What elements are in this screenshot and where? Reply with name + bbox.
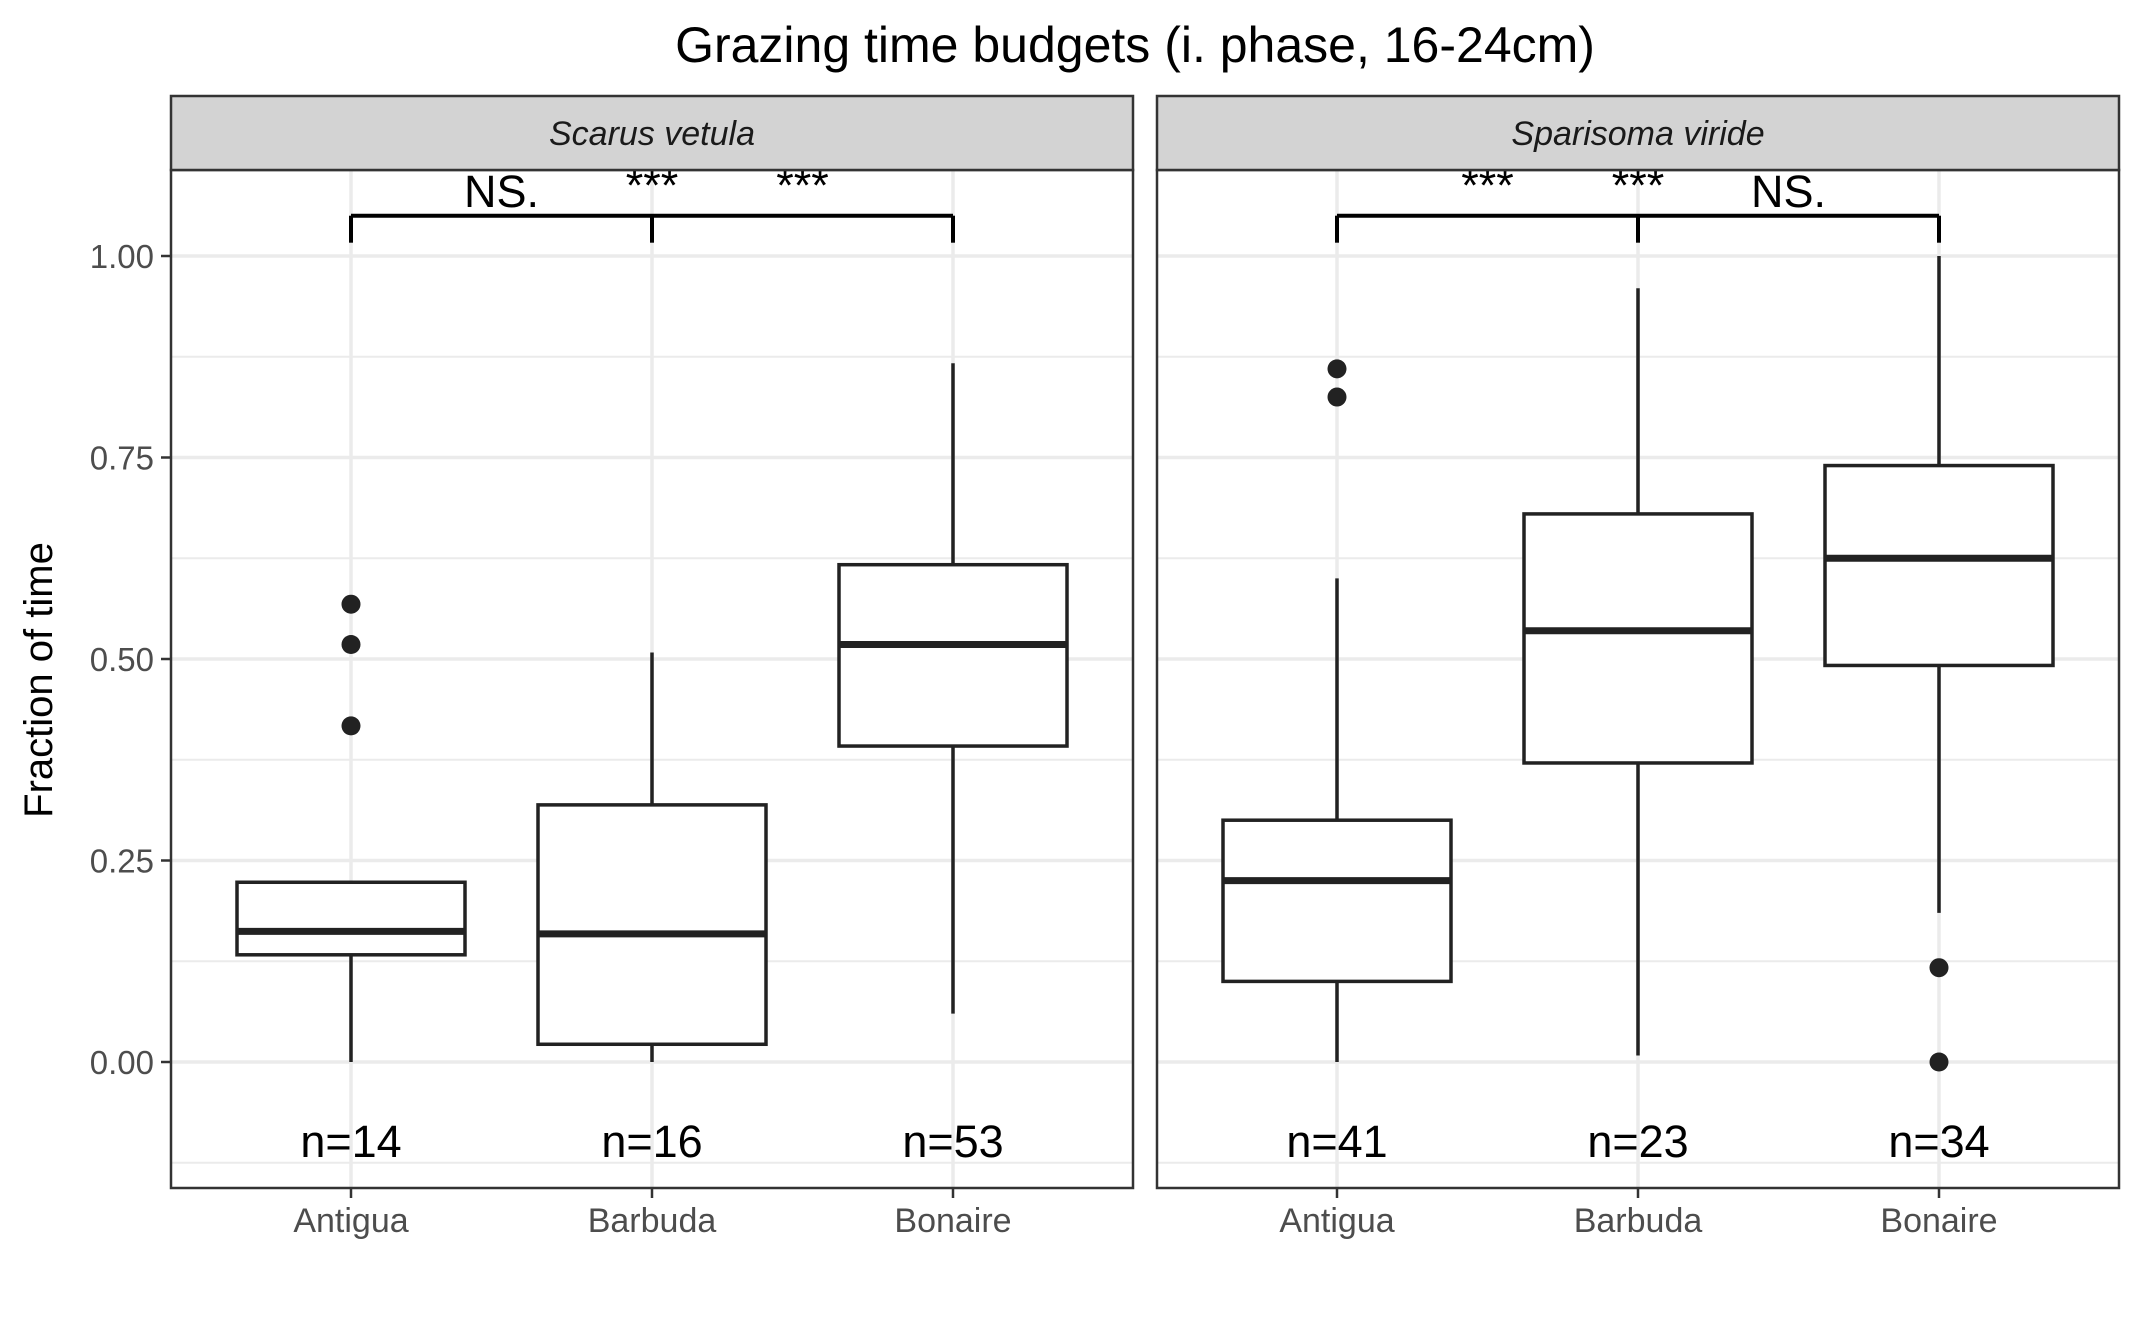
x-tick-label: Bonaire — [1880, 1202, 1997, 1240]
sample-size-label: n=34 — [1888, 1116, 1989, 1167]
facet-strip — [169, 94, 1135, 172]
sample-size-label: n=14 — [300, 1116, 401, 1167]
iqr-box — [1522, 512, 1754, 765]
chart-title: Grazing time budgets (i. phase, 16-24cm) — [675, 17, 1595, 73]
sample-size-label: n=41 — [1286, 1116, 1387, 1167]
box-barbuda: n=23 — [1522, 288, 1754, 1167]
iqr-box — [837, 562, 1069, 748]
y-tick-label: 0.25 — [90, 843, 154, 880]
x-tick-label: Barbuda — [588, 1202, 717, 1240]
y-tick-label: 0.00 — [90, 1044, 154, 1081]
facet-strip-label: Scarus vetula — [549, 115, 755, 153]
y-axis-label: Fraction of time — [17, 542, 61, 818]
iqr-box — [1221, 818, 1453, 984]
box-bonaire: n=34 — [1823, 256, 2055, 1167]
outlier-point — [341, 634, 361, 654]
outlier-point — [341, 716, 361, 736]
panel-2: n=41 n=23 n=34*** *** NS.Sparisoma virideAnt… — [1155, 94, 2121, 1240]
box-bonaire: n=53 — [837, 363, 1069, 1167]
sample-size-label: n=23 — [1587, 1116, 1688, 1167]
y-tick-label: 0.75 — [90, 440, 154, 477]
facet-strip — [1155, 94, 2121, 172]
outlier-point — [1929, 1052, 1949, 1072]
outlier-point — [1929, 958, 1949, 978]
iqr-box — [536, 803, 768, 1047]
sample-size-label: n=16 — [601, 1116, 702, 1167]
sample-size-label: n=53 — [902, 1116, 1003, 1167]
box-antigua: n=14 — [235, 594, 467, 1167]
iqr-box — [235, 880, 467, 957]
x-tick-label: Barbuda — [1574, 1202, 1703, 1240]
box-antigua: n=41 — [1221, 359, 1453, 1167]
significance-label: NS. — [1751, 166, 1826, 217]
box-barbuda: n=16 — [536, 652, 768, 1167]
outlier-point — [341, 594, 361, 614]
x-tick-label: Bonaire — [894, 1202, 1011, 1240]
y-tick-label: 0.50 — [90, 641, 154, 678]
outlier-point — [1327, 359, 1347, 379]
y-axis: 0.00 0.25 0.50 0.75 1.00 — [90, 238, 171, 1081]
x-tick-label: Antigua — [293, 1202, 408, 1240]
iqr-box — [1823, 463, 2055, 668]
y-tick-label: 1.00 — [90, 238, 154, 275]
significance-label: NS. — [464, 166, 539, 217]
outlier-point — [1327, 387, 1347, 407]
x-tick-label: Antigua — [1279, 1202, 1394, 1240]
facet-strip-label: Sparisoma viride — [1511, 115, 1764, 153]
